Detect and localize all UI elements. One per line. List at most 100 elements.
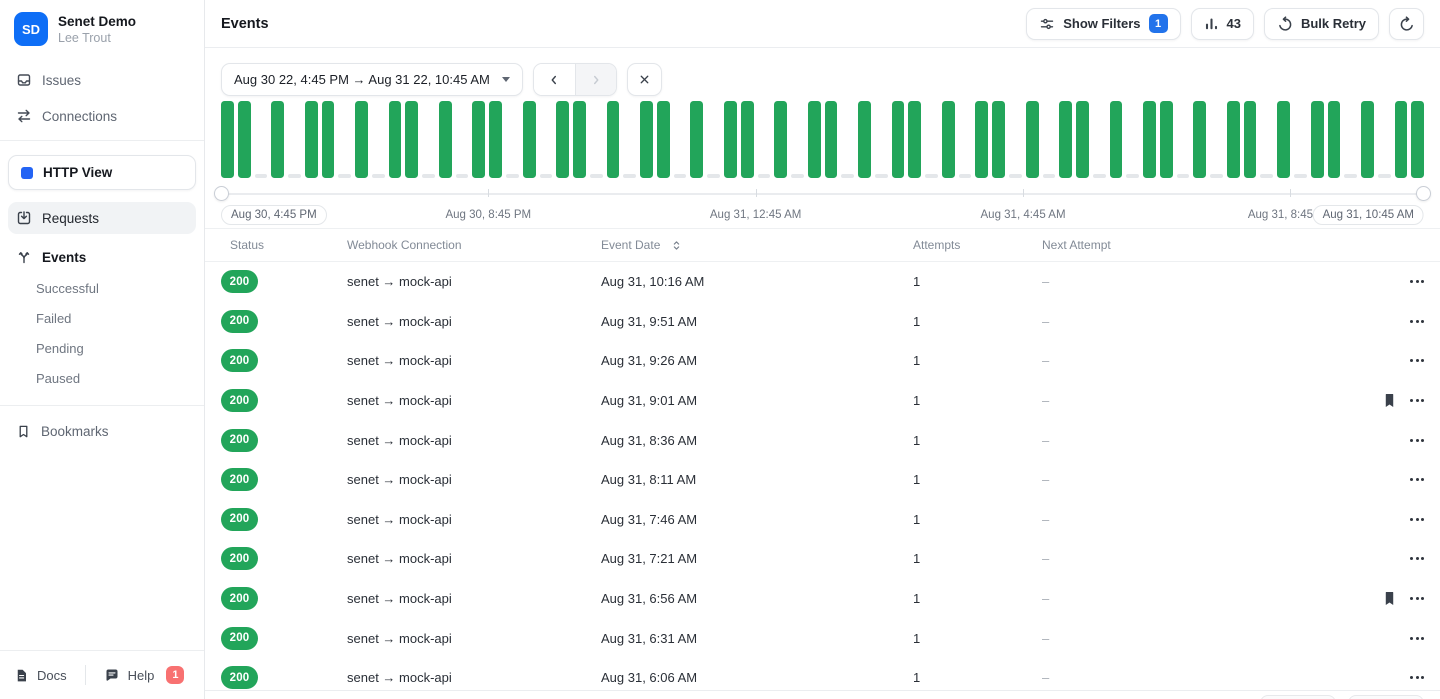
chart-bar (472, 101, 486, 178)
refresh-icon (1399, 15, 1415, 32)
sidebar-item-events[interactable]: Events (8, 240, 196, 271)
date-controls: Aug 30 22, 4:45 PM → Aug 31 22, 10:45 AM (205, 48, 1440, 96)
workspace-name: Senet Demo (58, 13, 137, 29)
chart-bar-empty (288, 174, 301, 178)
slider-track[interactable] (221, 193, 1424, 195)
more-options-icon[interactable] (1410, 435, 1424, 446)
chart-bar (304, 101, 318, 178)
chart-bar (908, 101, 922, 178)
docs-button[interactable]: Docs (14, 668, 67, 683)
chart-bar (1159, 101, 1173, 178)
more-options-icon[interactable] (1410, 474, 1424, 485)
sidebar-item-bookmarks[interactable]: Bookmarks (0, 412, 204, 451)
page-title: Events (221, 15, 269, 32)
chart-bar-empty (874, 174, 888, 178)
bookmark-filled-icon[interactable] (1383, 393, 1396, 408)
column-header-next-attempt: Next Attempt (1042, 238, 1111, 252)
more-options-icon[interactable] (1410, 514, 1424, 525)
slider-tick (488, 189, 490, 197)
bulk-retry-button[interactable]: Bulk Retry (1263, 7, 1379, 40)
table-footer (205, 690, 1440, 699)
table-row[interactable]: 200 senet → mock-api Aug 31, 10:16 AM 1 … (205, 262, 1440, 302)
table-row[interactable]: 200 senet → mock-api Aug 31, 7:21 AM 1 – (205, 539, 1440, 579)
more-options-icon[interactable] (1410, 316, 1424, 327)
more-options-icon[interactable] (1410, 553, 1424, 564)
events-chart-bars[interactable] (221, 101, 1425, 178)
table-row[interactable]: 200 senet → mock-api Aug 31, 9:26 AM 1 – (205, 341, 1440, 381)
chart-bar-empty (506, 174, 519, 178)
next-attempt-cell: – (1042, 393, 1050, 409)
docs-label: Docs (37, 667, 67, 683)
date-range-button[interactable]: Aug 30 22, 4:45 PM → Aug 31 22, 10:45 AM (221, 63, 523, 96)
subnav-item-failed[interactable]: Failed (36, 310, 72, 326)
column-header-webhook-connection: Webhook Connection (347, 238, 462, 252)
workspace-switcher[interactable]: SD Senet Demo Lee Trout (0, 12, 204, 46)
view-selector-dropdown[interactable]: HTTP View (8, 155, 196, 190)
subnav-item-pending[interactable]: Pending (36, 340, 84, 356)
active-filters-badge: 1 (1148, 14, 1168, 33)
table-row[interactable]: 200 senet → mock-api Aug 31, 6:06 AM 1 – (205, 658, 1440, 690)
more-options-icon[interactable] (1410, 395, 1424, 406)
next-attempt-cell: – (1042, 591, 1050, 607)
next-attempt-cell: – (1042, 353, 1050, 369)
sidebar-item-requests[interactable]: Requests (8, 202, 196, 234)
workspace-avatar: SD (14, 12, 48, 46)
help-label: Help (127, 667, 155, 683)
sort-icon[interactable] (670, 239, 683, 252)
webhook-connection-cell: senet → mock-api (347, 274, 452, 290)
table-row[interactable]: 200 senet → mock-api Aug 31, 8:36 AM 1 – (205, 420, 1440, 460)
table-row[interactable]: 200 senet → mock-api Aug 31, 7:46 AM 1 – (205, 500, 1440, 540)
chevron-down-icon (501, 77, 510, 82)
chart-bar-empty (673, 174, 687, 178)
clear-date-range-button[interactable] (626, 63, 662, 96)
chart-bar (723, 101, 737, 178)
sidebar-item-connections[interactable]: Connections (0, 98, 204, 134)
chart-bar (556, 101, 570, 178)
table-row[interactable]: 200 senet → mock-api Aug 31, 9:51 AM 1 – (205, 302, 1440, 342)
more-options-icon[interactable] (1410, 593, 1424, 604)
chart-bar-empty (1042, 174, 1056, 178)
subnav-item-paused[interactable]: Paused (36, 370, 81, 386)
event-date-cell: Aug 31, 9:01 AM (601, 393, 698, 409)
status-badge: 200 (221, 270, 258, 294)
pagination-next-button[interactable] (1348, 695, 1424, 699)
chart-bar (388, 101, 402, 178)
events-table-body: 200 senet → mock-api Aug 31, 10:16 AM 1 … (205, 262, 1440, 690)
table-row[interactable]: 200 senet → mock-api Aug 31, 6:56 AM 1 – (205, 579, 1440, 619)
help-button[interactable]: Help 1 (104, 666, 185, 684)
table-row[interactable]: 200 senet → mock-api Aug 31, 9:01 AM 1 – (205, 381, 1440, 421)
slider-handle-start[interactable] (214, 186, 229, 201)
more-options-icon[interactable] (1410, 633, 1424, 644)
sidebar-item-issues[interactable]: Issues (0, 62, 204, 98)
chevron-left-icon (547, 73, 561, 87)
chart-bar-empty (757, 174, 771, 178)
more-options-icon[interactable] (1410, 672, 1424, 683)
more-options-icon[interactable] (1410, 276, 1424, 287)
chart-bar-empty (539, 174, 553, 178)
attempts-cell: 1 (913, 591, 921, 607)
chart-count-button[interactable]: 43 (1190, 7, 1254, 40)
slider-handle-end[interactable] (1416, 186, 1431, 201)
time-range-slider (214, 185, 1431, 202)
previous-range-button[interactable] (533, 64, 575, 95)
pagination-previous-button[interactable] (1260, 695, 1336, 699)
more-options-icon[interactable] (1410, 355, 1424, 366)
subnav-item-successful[interactable]: Successful (36, 280, 99, 296)
sidebar-item-label: Bookmarks (41, 424, 109, 439)
chart-bar (1361, 101, 1374, 178)
bookmark-filled-icon[interactable] (1383, 591, 1396, 606)
attempts-cell: 1 (913, 274, 921, 290)
attempts-cell: 1 (913, 432, 921, 448)
next-range-button[interactable] (574, 64, 616, 95)
status-badge: 200 (221, 349, 258, 373)
status-badge: 200 (221, 547, 258, 571)
slider-tick (755, 189, 757, 197)
refresh-button[interactable] (1389, 7, 1424, 40)
attempts-cell: 1 (913, 393, 921, 409)
sidebar-item-label: Connections (42, 108, 118, 124)
table-row[interactable]: 200 senet → mock-api Aug 31, 8:11 AM 1 – (205, 460, 1440, 500)
show-filters-button[interactable]: Show Filters 1 (1026, 7, 1181, 40)
event-date-cell: Aug 31, 6:06 AM (601, 670, 698, 686)
chart-bar (807, 101, 821, 178)
table-row[interactable]: 200 senet → mock-api Aug 31, 6:31 AM 1 – (205, 618, 1440, 658)
